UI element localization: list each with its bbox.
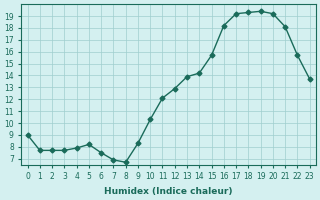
X-axis label: Humidex (Indice chaleur): Humidex (Indice chaleur) <box>104 187 233 196</box>
